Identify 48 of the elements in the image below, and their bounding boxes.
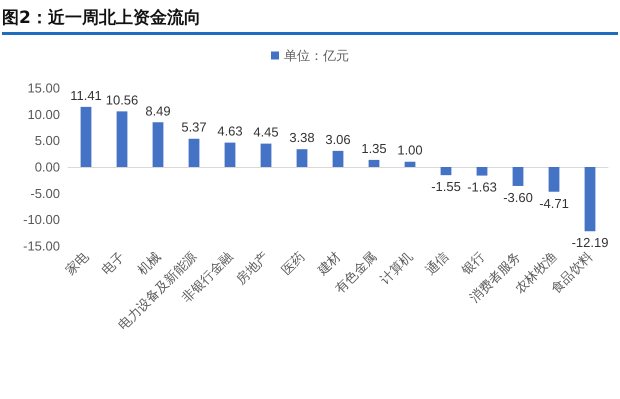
bar [224,142,236,167]
data-label: 11.41 [70,88,102,103]
y-tick-label: 15.00 [27,80,60,96]
x-tick-label: 建材 [314,248,344,278]
x-tick-label: 机械 [134,248,164,278]
data-label: 1.35 [361,140,387,156]
y-tick-label: -15.00 [23,238,60,254]
bar [188,138,200,167]
data-label: -4.71 [539,196,569,211]
y-tick-label: -5.00 [30,186,60,201]
bar [260,144,272,167]
bar [152,122,164,167]
bar [116,111,128,167]
bar [476,167,488,176]
y-tick-label: 10.00 [27,106,60,122]
data-label: 3.06 [325,132,351,147]
x-tick-label: 房地产 [233,248,272,287]
data-label: 1.00 [397,142,423,158]
bar [584,167,596,232]
x-tick-label: 通信 [422,248,452,278]
data-label: 4.45 [253,124,279,140]
y-tick-label: 5.00 [34,133,60,148]
x-tick-label: 电子 [98,248,128,278]
bar [368,160,380,167]
data-label: -1.63 [467,180,497,195]
data-label: 10.56 [106,92,138,108]
data-label: -12.19 [572,235,608,250]
data-label: 5.37 [181,120,207,135]
bar [404,162,416,167]
x-tick-label: 医药 [278,248,308,278]
data-label: -1.55 [431,179,461,194]
x-tick-label: 家电 [62,248,92,278]
x-tick-label: 银行 [458,248,488,278]
bar [296,149,308,167]
legend-label: 单位：亿元 [284,48,349,63]
chart-title: 图2：近一周北上资金流向 [2,4,618,35]
data-label: 3.38 [289,130,315,146]
bar [80,106,92,167]
bar [548,167,560,192]
x-tick-label: 计算机 [377,248,416,287]
data-label: -3.60 [503,190,533,205]
data-label: 4.63 [217,124,243,139]
y-tick-label: -10.00 [23,212,60,228]
data-label: 8.49 [145,103,171,118]
y-tick-label: 0.00 [34,160,60,174]
bar [440,167,452,176]
bar [512,167,524,186]
bar [332,150,344,167]
